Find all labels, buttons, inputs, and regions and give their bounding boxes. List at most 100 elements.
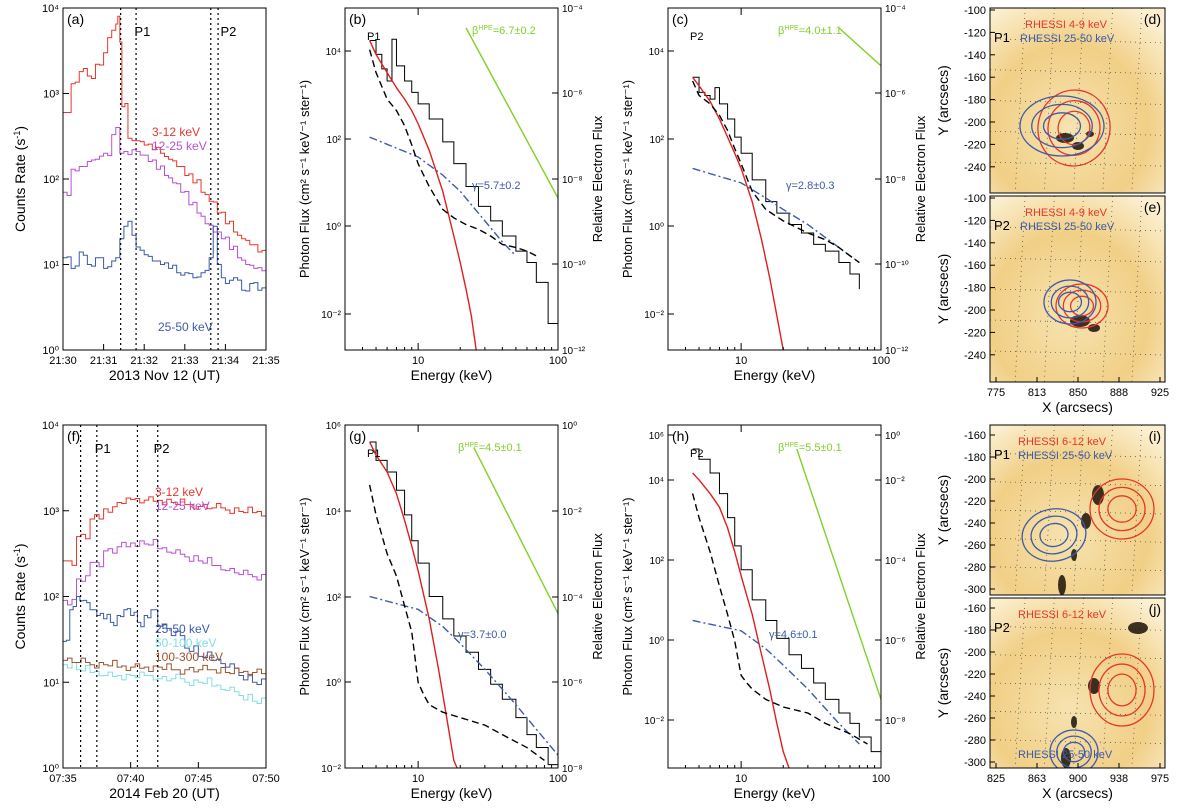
y-tick-label: 10⁻² — [321, 310, 341, 321]
x-tick-label: 888 — [1110, 387, 1128, 399]
y-tick-label: 10⁰ — [326, 678, 341, 689]
period-label: P2 — [154, 441, 170, 456]
map-area — [990, 8, 1165, 193]
y2-axis-label: Relative Electron Flux — [913, 115, 928, 242]
grid-line — [1014, 598, 1026, 768]
y-tick-label: 10⁴ — [649, 476, 664, 487]
series-50-100-keV — [63, 662, 267, 704]
y-tick-label: -280 — [964, 562, 986, 574]
legend-item: RHESSI 6-12 keV — [1018, 609, 1107, 621]
y-tick-label: -300 — [964, 757, 986, 769]
beta-sup: HPE — [464, 442, 479, 449]
axes-frame — [989, 7, 1166, 194]
y-tick-label: 10⁴ — [326, 507, 341, 518]
y-axis-label-end: ) — [12, 126, 28, 131]
grid-line — [1073, 196, 1084, 382]
x-tick-label: 21:30 — [49, 355, 77, 367]
y2-tick-label: 10⁻⁶ — [885, 636, 906, 647]
series-thermal-fit — [692, 76, 784, 350]
series-observed — [692, 448, 881, 768]
contour-blue — [1062, 741, 1086, 763]
x-tick-label: 775 — [987, 387, 1005, 399]
x-tick-label: 21:32 — [130, 355, 158, 367]
grid-line — [990, 38, 1165, 44]
y2-tick-label: 10⁻⁸ — [562, 764, 583, 775]
contour-blue — [1039, 522, 1069, 548]
x-axis-label: Energy (keV) — [411, 367, 493, 383]
contour-blue — [1030, 515, 1078, 555]
grid-line — [1073, 8, 1084, 193]
y2-tick-label: 10⁻⁶ — [562, 678, 583, 689]
panel-label: (e) — [1144, 199, 1161, 215]
y-tick-label: -100 — [964, 193, 986, 205]
panel-label: (a) — [67, 11, 84, 27]
contour-blue — [1049, 729, 1099, 768]
grid-line — [1043, 8, 1055, 193]
series-observed — [692, 76, 860, 290]
beta-annotation: βHPE=6.7±0.2 — [472, 25, 536, 37]
y-tick-label: 10³ — [43, 89, 59, 101]
x-tick-label: 100 — [872, 773, 890, 785]
contour-red — [1098, 663, 1146, 717]
y-tick-label: 10⁰ — [42, 763, 59, 775]
panel-label: (f) — [67, 428, 80, 444]
y2-tick-label: 10⁻⁴ — [885, 556, 906, 567]
y-tick-label: 10¹ — [43, 677, 59, 689]
plot-area — [691, 448, 881, 768]
euv-bright-kernel — [1081, 513, 1091, 529]
y-tick-label: -160 — [964, 72, 986, 84]
axes-frame — [667, 7, 882, 351]
y2-tick-label: 10⁻⁴ — [562, 4, 583, 15]
y2-tick-label: 10⁻⁸ — [885, 175, 906, 186]
series-background — [691, 80, 860, 264]
x-tick-label: 938 — [1110, 773, 1128, 785]
y-tick-label: -180 — [964, 283, 986, 295]
y-tick-label: 10² — [43, 174, 59, 186]
grid-line — [1102, 196, 1114, 382]
series-HPE-power-law — [838, 27, 881, 67]
series-12-25-keV — [63, 539, 267, 606]
legend-3-12-keV: 3-12 keV — [152, 125, 200, 139]
y-axis-label: Photon Flux (cm² s⁻¹ keV⁻¹ ster⁻¹) — [297, 80, 312, 278]
y-tick-label: 10² — [327, 593, 342, 604]
axes-frame — [62, 424, 267, 769]
contour-blue — [1057, 291, 1083, 313]
x-tick-label: 07:40 — [117, 773, 145, 785]
axes-frame — [344, 424, 559, 769]
period-label: P2 — [220, 24, 236, 39]
y-tick-label: -120 — [964, 27, 986, 39]
gamma-annotation: γ=3.7±0.0 — [458, 629, 507, 641]
y-tick-label: 10⁻² — [644, 716, 664, 727]
y-tick-label: 10⁰ — [649, 222, 664, 233]
plot-area — [368, 27, 558, 350]
legend-item: RHESSI 25-50 keV — [1020, 33, 1115, 45]
y-tick-label: 10³ — [43, 506, 59, 518]
grid-line — [990, 161, 1165, 167]
y-tick-label: 10⁴ — [649, 47, 664, 58]
x-tick-label: 07:45 — [185, 773, 213, 785]
euv-bright-kernel — [1072, 142, 1084, 150]
contour-blue — [1031, 103, 1093, 149]
y2-tick-label: 10⁻⁶ — [885, 89, 906, 100]
x-tick-label: 813 — [1028, 387, 1046, 399]
gamma-annotation: γ=5.7±0.2 — [472, 180, 521, 192]
y-tick-label: -220 — [964, 669, 986, 681]
y-tick-label: 10² — [650, 135, 665, 146]
y-tick-label: 10⁴ — [42, 420, 59, 432]
grid-line — [1043, 196, 1055, 382]
panel-b: 10 100 10⁻² 10⁰ 10² 10⁴ 10⁻¹² 10⁻¹⁰ 10⁻⁸ 10⁻⁶ 10⁻⁴… — [297, 4, 605, 383]
y2-tick-label: 10⁻⁸ — [885, 716, 906, 727]
series-observed — [369, 38, 558, 350]
x-tick-label: 07:50 — [252, 773, 280, 785]
legend-12-25-keV: 12-25 keV — [155, 499, 210, 513]
y-tick-label: -240 — [964, 691, 986, 703]
x-tick-label: 21:35 — [252, 355, 280, 367]
x-axis-label: X (arcsecs) — [1042, 785, 1113, 801]
contour-red — [1055, 283, 1109, 329]
period-label: P1 — [367, 448, 380, 460]
x-axis-label: 2014 Feb 20 (UT) — [109, 785, 220, 801]
y-tick-label: -260 — [964, 540, 986, 552]
x-tick-label: 100 — [549, 355, 567, 367]
y-tick-label: 10⁴ — [326, 47, 341, 58]
